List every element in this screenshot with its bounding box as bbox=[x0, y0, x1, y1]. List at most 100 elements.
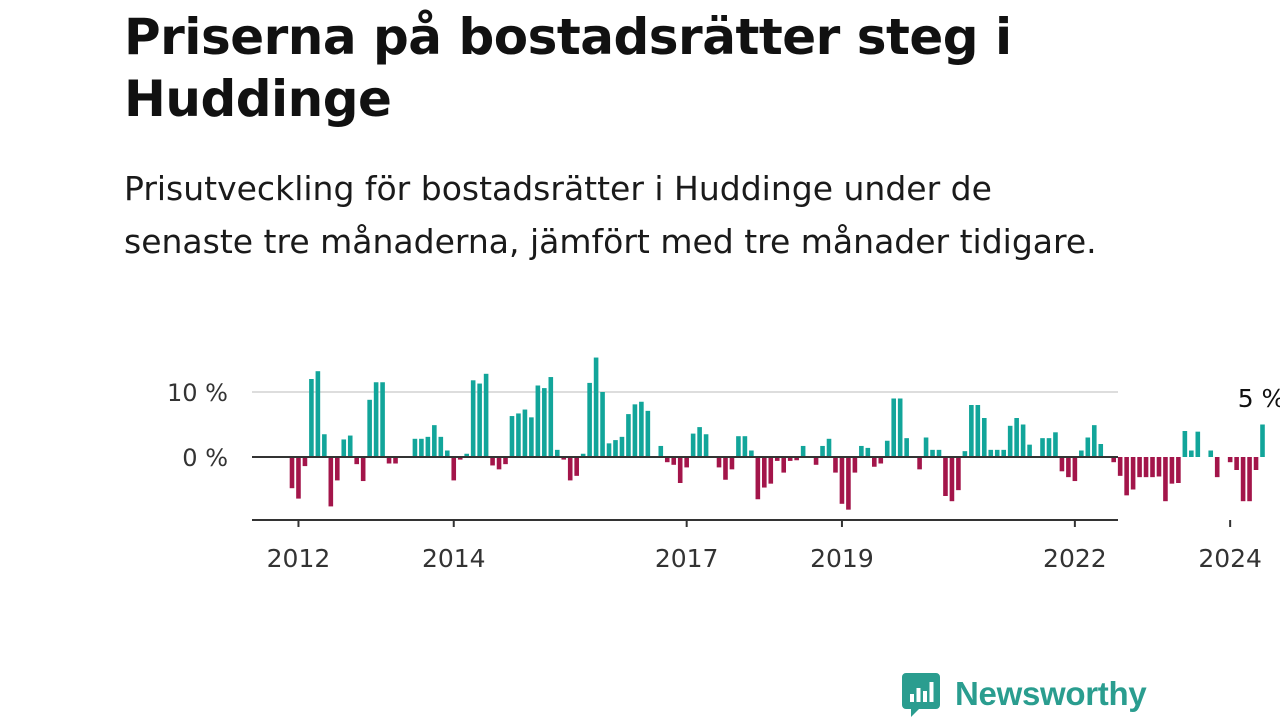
bar bbox=[729, 457, 735, 470]
bar bbox=[703, 434, 709, 457]
bar bbox=[380, 382, 385, 457]
chart-subtitle: Prisutveckling för bostadsrätter i Huddi… bbox=[124, 169, 1097, 261]
bar bbox=[354, 457, 359, 465]
x-tick-label: 2022 bbox=[1043, 544, 1107, 573]
bar bbox=[943, 457, 948, 496]
y-tick-label: 0 % bbox=[182, 444, 228, 472]
bar bbox=[697, 427, 702, 457]
bar bbox=[1182, 431, 1188, 457]
bar bbox=[671, 457, 677, 465]
bar bbox=[1214, 457, 1220, 478]
last-value-label: 5 % bbox=[1238, 384, 1280, 413]
bar bbox=[1260, 424, 1265, 457]
bar bbox=[1130, 457, 1136, 490]
bar bbox=[884, 440, 890, 457]
bar bbox=[956, 457, 961, 491]
bar bbox=[470, 380, 476, 457]
bar bbox=[425, 436, 431, 457]
bar bbox=[341, 439, 347, 457]
chart-title: Priserna på bostadsrätter steg i Hudding… bbox=[124, 8, 1012, 128]
bar bbox=[755, 457, 761, 500]
bar bbox=[962, 451, 968, 457]
bar bbox=[639, 401, 644, 457]
bar bbox=[1027, 444, 1032, 457]
bar bbox=[723, 457, 728, 480]
bar bbox=[800, 445, 806, 457]
bar bbox=[981, 418, 987, 457]
x-axis-ticks: 2012 2014 2017 2019 2022 2024 bbox=[267, 520, 1262, 573]
bar bbox=[542, 388, 547, 457]
bar bbox=[1053, 432, 1058, 457]
bar bbox=[451, 457, 457, 481]
bar bbox=[988, 449, 994, 457]
bar bbox=[438, 436, 444, 457]
bar bbox=[561, 457, 567, 460]
bar-chart: 0 % 10 % 2012 2014 2017 2019 2022 2024 5 % bbox=[167, 357, 1280, 573]
bar bbox=[742, 436, 748, 457]
bar bbox=[969, 405, 974, 457]
bar bbox=[606, 443, 612, 457]
bar bbox=[1227, 457, 1233, 463]
bar bbox=[496, 457, 502, 470]
bar bbox=[457, 457, 463, 460]
bar bbox=[1117, 457, 1123, 476]
bar bbox=[393, 457, 398, 464]
bar bbox=[626, 414, 631, 457]
bar bbox=[548, 377, 554, 457]
bar bbox=[503, 457, 508, 465]
bar bbox=[1234, 457, 1239, 470]
bar bbox=[787, 457, 793, 461]
bar bbox=[1137, 457, 1142, 478]
bar bbox=[1040, 438, 1045, 457]
bar bbox=[897, 398, 903, 457]
bar bbox=[386, 457, 392, 464]
bar bbox=[846, 457, 851, 510]
bar bbox=[1253, 457, 1259, 470]
bar bbox=[289, 457, 295, 489]
y-tick-label: 10 % bbox=[167, 379, 228, 407]
bar bbox=[826, 438, 832, 457]
bar bbox=[1001, 449, 1006, 457]
bar bbox=[975, 405, 981, 457]
brand-name: Newsworthy bbox=[955, 675, 1147, 712]
bar bbox=[309, 379, 314, 457]
bar bbox=[936, 449, 942, 457]
bar bbox=[1059, 457, 1065, 472]
bar bbox=[820, 445, 825, 457]
bar bbox=[794, 457, 799, 461]
bar bbox=[878, 457, 884, 464]
bar bbox=[1163, 457, 1168, 502]
bar bbox=[315, 371, 321, 457]
bar bbox=[677, 457, 683, 483]
bar-series bbox=[289, 357, 1265, 510]
bar bbox=[574, 457, 579, 476]
bar bbox=[522, 409, 528, 457]
bar bbox=[762, 457, 767, 488]
bar bbox=[483, 373, 489, 457]
bar bbox=[690, 433, 696, 457]
newsworthy-logo: Newsworthy bbox=[901, 670, 1147, 718]
bar bbox=[1020, 424, 1026, 457]
bar bbox=[891, 398, 897, 457]
x-tick-label: 2019 bbox=[810, 544, 874, 573]
bar bbox=[859, 445, 864, 457]
bar bbox=[716, 457, 722, 468]
bar bbox=[613, 440, 618, 457]
bar bbox=[865, 447, 871, 457]
bar bbox=[328, 457, 334, 507]
bar bbox=[684, 457, 689, 468]
bar bbox=[1014, 418, 1019, 457]
bar bbox=[334, 457, 340, 481]
bar bbox=[535, 385, 541, 457]
bar bbox=[360, 457, 366, 482]
bar bbox=[736, 436, 741, 457]
bar bbox=[347, 435, 353, 457]
bar bbox=[477, 383, 482, 457]
bar bbox=[1072, 457, 1078, 482]
bar bbox=[373, 382, 379, 457]
bar bbox=[1046, 438, 1052, 457]
bar bbox=[1091, 425, 1097, 457]
bar bbox=[419, 438, 424, 457]
bar-chart-bubble-icon bbox=[902, 673, 940, 717]
bar bbox=[1143, 457, 1149, 478]
